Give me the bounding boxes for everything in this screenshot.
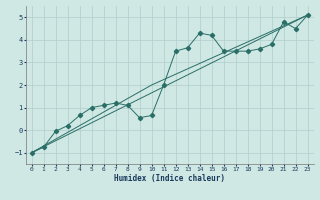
X-axis label: Humidex (Indice chaleur): Humidex (Indice chaleur): [114, 174, 225, 183]
